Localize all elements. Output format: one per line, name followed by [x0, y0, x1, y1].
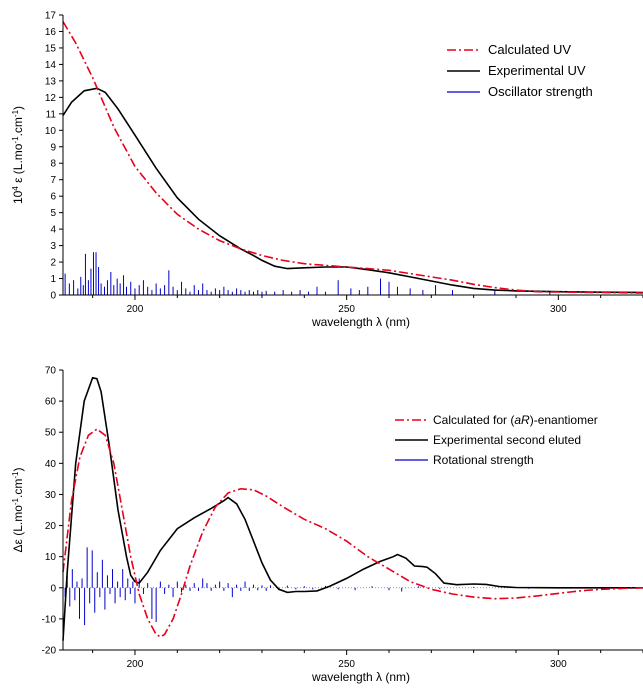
- legend-calc-italic: aR: [514, 413, 530, 427]
- uv-y-label-mid: ε (L.mo: [11, 143, 25, 186]
- ecd-y-tick-label: -20: [42, 646, 57, 657]
- ecd-x-tick-label: 250: [338, 659, 355, 670]
- ecd-legend: Calculated for (aR)-enantiomer Experimen…: [395, 413, 598, 467]
- ecd-x-tick-label: 200: [127, 659, 144, 670]
- uv-y-label-exp: 4: [11, 186, 20, 191]
- ecd-y-tick-label: 20: [45, 521, 57, 532]
- uv-legend: Calculated UV Experimental UV Oscillator…: [447, 42, 593, 99]
- uv-y-tick-label: 9: [50, 142, 56, 153]
- legend-experimental-second-label: Experimental second eluted: [433, 433, 581, 447]
- legend-experimental-uv-label: Experimental UV: [488, 63, 586, 78]
- experimental-uv-line: [62, 87, 643, 294]
- legend-calculated-uv-label: Calculated UV: [488, 42, 571, 57]
- uv-y-tick-label: 13: [45, 76, 57, 87]
- uv-y-tick-label: 15: [45, 43, 57, 54]
- ecd-y-label-sup2: -1: [11, 471, 20, 479]
- ecd-y-tick-label: 50: [45, 428, 57, 439]
- experimental-second-eluted-line: [62, 376, 643, 641]
- ecd-y-axis-label: Δε (L.mo-1.cm-1): [11, 468, 26, 553]
- legend-oscillator-label: Oscillator strength: [488, 84, 593, 99]
- ecd-spectrum-panel: -20 -10 0 10 20 30 40 50 60 70 200 250 300 wavelengt…: [11, 366, 643, 684]
- uv-y-tick-label: 3: [50, 241, 56, 252]
- ecd-y-tick-label: 40: [45, 459, 57, 470]
- uv-y-tick-label: 2: [50, 258, 56, 269]
- ecd-y-tick-label: 0: [50, 583, 56, 594]
- uv-y-tick-label: 8: [50, 159, 56, 170]
- rotational-strength-sticks: [64, 547, 530, 626]
- ecd-y-tick-label: 70: [45, 366, 57, 377]
- uv-y-tick-label: 0: [50, 291, 56, 302]
- uv-x-tick-label: 200: [127, 304, 144, 315]
- oscillator-strength-sticks: [64, 252, 551, 295]
- ecd-y-label-cm: .cm: [11, 479, 25, 498]
- uv-y-tick-label: 7: [50, 175, 56, 186]
- calculated-uv-line: [62, 21, 643, 294]
- uv-y-label-cm: .cm: [11, 117, 25, 136]
- uv-x-tick-label: 300: [550, 304, 567, 315]
- ecd-y-tick-label: 30: [45, 490, 57, 501]
- uv-y-tick-label: 17: [45, 11, 57, 22]
- uv-x-tick-label: 250: [338, 304, 355, 315]
- ecd-y-tick-label: 60: [45, 397, 57, 408]
- uv-y-label-close: ): [11, 106, 25, 110]
- uv-y-tick-label: 6: [50, 192, 56, 203]
- uv-y-tick-label: 1: [50, 274, 56, 285]
- uv-x-axis-label: wavelength λ (nm): [311, 315, 410, 329]
- uv-y-tick-label: 14: [45, 60, 57, 71]
- legend-rotational-label: Rotational strength: [433, 453, 534, 467]
- ecd-y-label-sup1: -1: [11, 497, 20, 505]
- ecd-y-label-base: Δε (L.mo: [11, 505, 25, 553]
- ecd-y-tick-label: -10: [42, 614, 57, 625]
- uv-y-tick-label: 11: [46, 109, 57, 120]
- ecd-x-tick-label: 300: [550, 659, 567, 670]
- uv-y-tick-label: 5: [50, 208, 56, 219]
- legend-calculated-ar-label: Calculated for (aR)-enantiomer: [433, 413, 598, 427]
- ecd-y-label-close: ): [11, 468, 25, 472]
- legend-calc-part3: )-enantiomer: [530, 413, 598, 427]
- legend-calc-part1: Calculated for (: [433, 413, 514, 427]
- uv-y-tick-label: 10: [45, 126, 57, 137]
- uv-y-tick-label: 16: [45, 27, 57, 38]
- ecd-x-axis-label: wavelength λ (nm): [311, 670, 410, 684]
- uv-y-label-base: 10: [11, 190, 25, 204]
- uv-y-tick-label: 12: [45, 93, 57, 104]
- calculated-ar-enantiomer-line: [62, 428, 643, 638]
- uv-y-tick-label: 4: [50, 225, 56, 236]
- uv-y-label-sup2: -1: [11, 109, 20, 117]
- uv-y-axis-label: 104 ε (L.mo-1.cm-1): [11, 106, 26, 204]
- ecd-y-tick-label: 10: [45, 552, 57, 563]
- uv-y-label-sup1: -1: [11, 136, 20, 144]
